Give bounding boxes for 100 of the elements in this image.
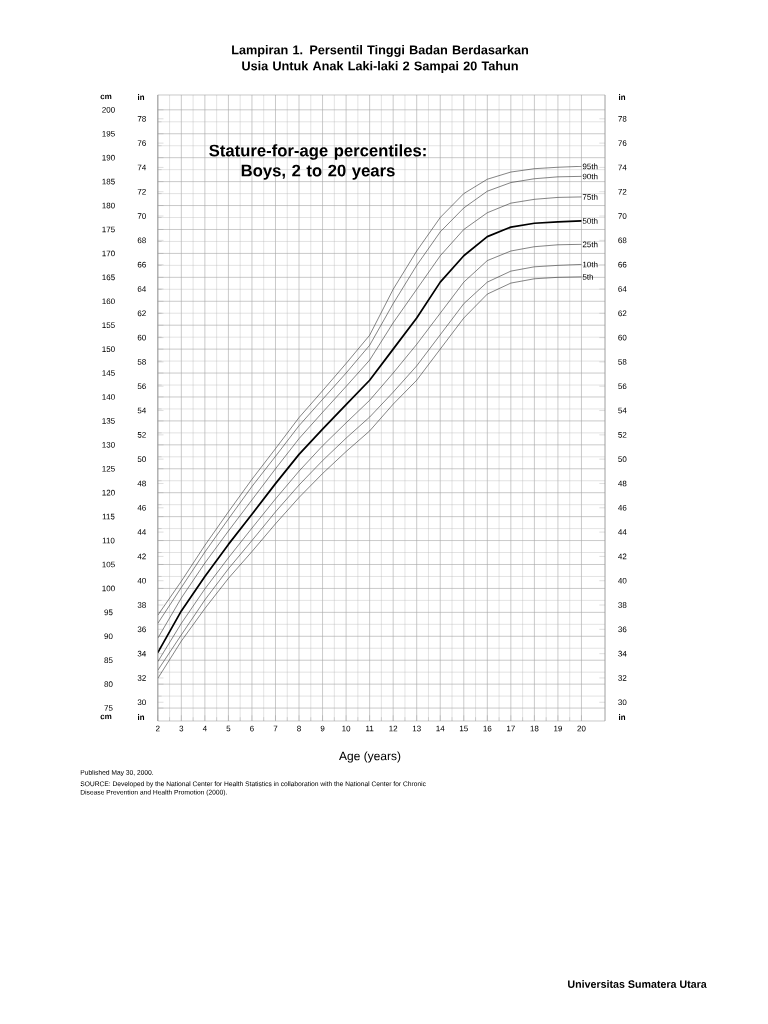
y-axis-title: cm xyxy=(100,94,112,100)
y2-tick-label: 38 xyxy=(137,602,146,608)
y3-tick-label: 50 xyxy=(618,456,627,462)
y2-tick-label: 40 xyxy=(137,577,146,584)
y-tick-label: 105 xyxy=(102,561,115,568)
y3-tick-label: 42 xyxy=(618,553,627,560)
y3-tick-label: 56 xyxy=(618,383,627,390)
y3-tick-label: 30 xyxy=(618,699,627,706)
y2-tick-label: 32 xyxy=(137,675,146,681)
text: cm xyxy=(100,714,112,720)
x-tick-label: 19 xyxy=(554,725,563,732)
x-tick-label: 7 xyxy=(273,725,278,732)
y2-tick-label: 58 xyxy=(137,359,146,365)
y3-axis-title: in xyxy=(138,94,145,100)
y-tick-label: 155 xyxy=(102,322,115,328)
series-label: 75th xyxy=(582,193,598,200)
y2-axis-title: in xyxy=(619,94,626,100)
y-tick-label: 160 xyxy=(102,298,115,305)
y-tick-label: 75 xyxy=(104,705,113,711)
text: Universitas Sumatera Utara xyxy=(568,980,707,988)
x-tick-label: 20 xyxy=(577,725,586,732)
y2-tick-label: 62 xyxy=(137,310,146,317)
y-tick-label: 190 xyxy=(102,154,115,161)
y-tick-label: 125 xyxy=(102,465,115,472)
y3-tick-label: 70 xyxy=(618,213,627,219)
y-tick-label: 185 xyxy=(102,178,115,185)
x-tick-label: 5 xyxy=(226,725,231,732)
x-tick-label: 15 xyxy=(459,725,468,732)
y3-tick-label: 62 xyxy=(618,310,627,317)
y2-tick-label: 66 xyxy=(137,261,146,268)
y2-tick-label: 74 xyxy=(137,164,147,171)
y3-tick-label: 46 xyxy=(618,504,627,511)
y3-tick-label: 64 xyxy=(618,286,627,292)
y-tick-label: 165 xyxy=(102,274,115,281)
y3-tick-label: 72 xyxy=(618,188,627,195)
y3-tick-label: 36 xyxy=(618,626,627,633)
y2-tick-label: 52 xyxy=(137,432,146,438)
text: in xyxy=(138,714,145,720)
y2-tick-label: 46 xyxy=(137,504,146,511)
y2-tick-label: 36 xyxy=(137,626,146,633)
series-label: 50th xyxy=(582,217,598,224)
y2-tick-label: 48 xyxy=(137,480,146,487)
y-tick-label: 110 xyxy=(102,537,115,544)
y-tick-label: 135 xyxy=(102,418,115,424)
y3-tick-label: 44 xyxy=(618,529,627,535)
y2-tick-label: 30 xyxy=(137,699,146,706)
x-tick-label: 14 xyxy=(436,725,445,732)
y3-tick-label: 34 xyxy=(618,650,627,657)
x-tick-label: 3 xyxy=(179,725,184,732)
series-label: 10th xyxy=(583,261,598,268)
series-label: 95th xyxy=(582,163,598,170)
x-tick-label: 17 xyxy=(507,725,515,732)
y-tick-label: 120 xyxy=(102,489,115,496)
y2-tick-label: 68 xyxy=(137,237,146,244)
y3-tick-label: 52 xyxy=(618,432,627,438)
x-tick-label: 13 xyxy=(412,725,421,732)
x-tick-label: 12 xyxy=(389,725,398,732)
y-tick-label: 140 xyxy=(102,394,115,400)
series-label: 25th xyxy=(582,241,598,248)
y-tick-label: 90 xyxy=(104,633,113,640)
x-tick-label: 4 xyxy=(202,725,207,732)
x-tick-label: 8 xyxy=(297,725,301,732)
series-label: 5th xyxy=(582,273,593,280)
y3-tick-label: 74 xyxy=(618,164,627,171)
y2-tick-label: 60 xyxy=(137,334,146,341)
y2-tick-label: 78 xyxy=(137,115,146,122)
y3-tick-label: 68 xyxy=(618,237,627,244)
y2-tick-label: 54 xyxy=(137,407,147,414)
y-tick-label: 115 xyxy=(102,513,115,520)
y-tick-label: 130 xyxy=(102,442,115,448)
y2-tick-label: 64 xyxy=(137,286,147,292)
y-tick-label: 175 xyxy=(102,226,115,233)
x-tick-label: 2 xyxy=(155,725,160,732)
y2-tick-label: 34 xyxy=(137,650,147,657)
y-tick-label: 170 xyxy=(102,250,115,257)
y3-tick-label: 76 xyxy=(618,140,627,146)
y2-tick-label: 70 xyxy=(137,213,146,219)
y2-tick-label: 50 xyxy=(137,456,146,462)
y2-tick-label: 72 xyxy=(137,188,146,195)
y-tick-label: 85 xyxy=(104,657,113,664)
y-tick-label: 100 xyxy=(102,585,115,592)
y2-tick-label: 44 xyxy=(137,529,147,535)
x-tick-label: 16 xyxy=(483,725,492,732)
y3-tick-label: 38 xyxy=(618,602,627,608)
x-tick-label: 6 xyxy=(250,725,254,732)
y-tick-label: 180 xyxy=(102,202,115,209)
y2-tick-label: 42 xyxy=(137,553,146,560)
text: in xyxy=(619,714,626,720)
y-tick-label: 150 xyxy=(102,346,115,352)
y3-tick-label: 54 xyxy=(618,407,627,414)
y2-tick-label: 76 xyxy=(137,140,146,146)
y3-tick-label: 58 xyxy=(618,359,627,365)
y-tick-label: 95 xyxy=(104,609,113,616)
y3-tick-label: 32 xyxy=(618,675,627,681)
y-tick-label: 195 xyxy=(102,130,115,137)
text: Stature-for-age percentiles: Boys, 2 to 20 years xyxy=(209,144,426,180)
x-tick-label: 10 xyxy=(342,725,351,732)
y3-tick-label: 66 xyxy=(618,261,627,268)
x-tick-label: 18 xyxy=(530,725,539,732)
y3-tick-label: 60 xyxy=(618,334,627,341)
